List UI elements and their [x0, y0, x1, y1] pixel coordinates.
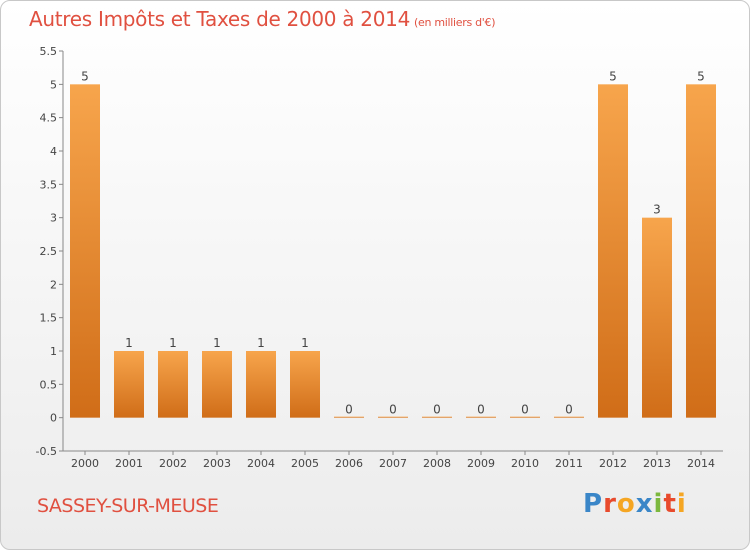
x-tick-label: 2010: [511, 457, 539, 470]
bar-2000: [70, 84, 100, 418]
bar-2011: [554, 416, 584, 418]
data-label-2012: 5: [609, 69, 617, 83]
logo-letter: i: [676, 489, 687, 519]
x-tick-label: 2006: [335, 457, 363, 470]
x-tick-label: 2014: [687, 457, 715, 470]
data-label-2014: 5: [697, 69, 705, 83]
chart-title-unit: (en milliers d'€): [414, 16, 496, 29]
y-tick-label: 5.5: [40, 45, 58, 58]
y-tick-label: 0: [50, 412, 57, 425]
chart-title-text: Autres Impôts et Taxes de 2000 à 2014: [29, 7, 410, 31]
data-label-2002: 1: [169, 336, 177, 350]
commune-name: SASSEY-SUR-MEUSE: [37, 495, 219, 517]
data-label-2008: 0: [433, 403, 441, 417]
x-tick-label: 2005: [291, 457, 319, 470]
data-label-2004: 1: [257, 336, 265, 350]
y-tick-label: 4: [50, 145, 57, 158]
chart-title: Autres Impôts et Taxes de 2000 à 2014 (en…: [29, 7, 495, 31]
x-tick-label: 2000: [71, 457, 99, 470]
data-label-2010: 0: [521, 403, 529, 417]
x-tick-label: 2012: [599, 457, 627, 470]
x-tick-label: 2013: [643, 457, 671, 470]
bar-2010: [510, 416, 540, 418]
x-tick-label: 2007: [379, 457, 407, 470]
y-tick-label: 5: [50, 78, 57, 91]
x-tick-label: 2003: [203, 457, 231, 470]
logo-letter: P: [583, 489, 604, 519]
logo-letter: r: [603, 489, 617, 519]
x-tick-label: 2011: [555, 457, 583, 470]
data-label-2007: 0: [389, 403, 397, 417]
bar-2007: [378, 416, 408, 418]
y-tick-label: 1: [50, 345, 57, 358]
y-tick-label: 3.5: [40, 178, 58, 191]
x-tick-label: 2004: [247, 457, 275, 470]
x-tick-label: 2002: [159, 457, 187, 470]
data-label-2006: 0: [345, 403, 353, 417]
proxiti-logo: Proxiti: [583, 489, 687, 519]
data-label-2011: 0: [565, 403, 573, 417]
bar-2003: [202, 351, 232, 418]
logo-letter: x: [635, 489, 654, 519]
bar-2001: [114, 351, 144, 418]
data-label-2003: 1: [213, 336, 221, 350]
y-tick-label: 4.5: [40, 112, 58, 125]
bar-2005: [290, 351, 320, 418]
data-label-2005: 1: [301, 336, 309, 350]
y-tick-label: 0.5: [40, 378, 58, 391]
bar-2002: [158, 351, 188, 418]
logo-letter: o: [616, 489, 636, 519]
bar-2012: [598, 84, 628, 418]
y-tick-label: -0.5: [36, 445, 57, 458]
data-label-2001: 1: [125, 336, 133, 350]
logo-letter: i: [653, 489, 664, 519]
y-tick-label: 2: [50, 278, 57, 291]
bar-2008: [422, 416, 452, 418]
bar-2009: [466, 416, 496, 418]
bar-2006: [334, 416, 364, 418]
y-tick-label: 1.5: [40, 312, 58, 325]
y-tick-label: 3: [50, 212, 57, 225]
data-label-2000: 5: [81, 69, 89, 83]
bar-2013: [642, 217, 672, 418]
logo-letter: t: [663, 489, 677, 519]
x-tick-label: 2001: [115, 457, 143, 470]
data-label-2013: 3: [653, 203, 661, 217]
x-tick-label: 2008: [423, 457, 451, 470]
x-tick-label: 2009: [467, 457, 495, 470]
bar-2004: [246, 351, 276, 418]
y-tick-label: 2.5: [40, 245, 58, 258]
data-label-2009: 0: [477, 403, 485, 417]
bar-2014: [686, 84, 716, 418]
